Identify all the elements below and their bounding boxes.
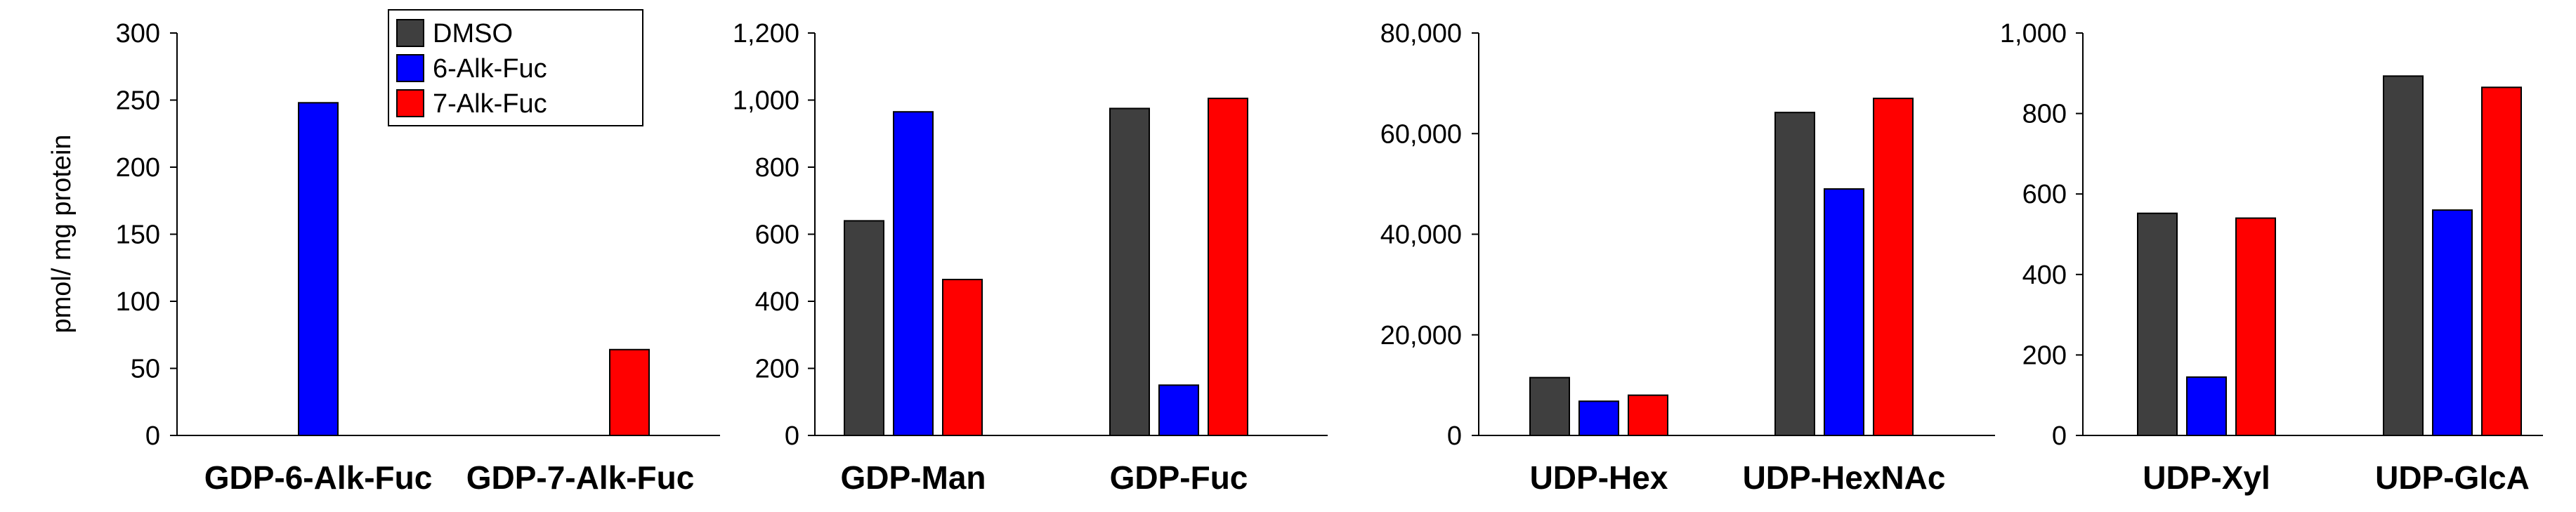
bar-6-alk-fuc-gdp-man [893, 111, 934, 436]
y-tick-label: 600 [2022, 180, 2067, 209]
bar-7-alk-fuc-gdp-fuc [1208, 98, 1248, 437]
legend-swatch-dmso [396, 19, 424, 47]
category-label: UDP-Xyl [2143, 459, 2270, 496]
category-label: GDP-6-Alk-Fuc [204, 459, 433, 496]
chart-panel-4: 0 200 400 600 800 1,000 UDP-Xyl UDP-GlcA [2000, 19, 2543, 496]
bar-7-alk-fuc-udp-glca [2481, 86, 2522, 436]
y-tick-label: 800 [755, 153, 799, 183]
legend-label: DMSO [433, 19, 513, 48]
legend-label: 7-Alk-Fuc [433, 89, 547, 119]
legend-box [388, 9, 643, 126]
y-tick-label: 400 [755, 287, 799, 317]
legend-swatch-7-alk-fuc [396, 89, 424, 117]
bar-6-alk-fuc-udp-xyl [2186, 376, 2227, 436]
bar-7-alk-fuc-udp-xyl [2235, 217, 2276, 436]
y-tick-label: 150 [116, 221, 160, 250]
bar-6-alk-fuc-udp-glca [2432, 209, 2473, 436]
bar-6-alk-fuc-udp-hex [1578, 400, 1619, 436]
y-tick-label: 60,000 [1380, 119, 1462, 149]
bar-dmso-gdp-man [844, 220, 884, 436]
y-tick-label: 800 [2022, 100, 2067, 129]
bar-dmso-udp-hexnac [1774, 112, 1815, 436]
y-tick-label: 0 [145, 421, 160, 451]
y-tick-label: 0 [785, 421, 799, 451]
y-axis-label: pmol/ mg protein [47, 134, 77, 333]
y-tick-label: 1,000 [733, 86, 799, 116]
bar-dmso-udp-hex [1529, 376, 1570, 436]
y-tick-label: 600 [755, 221, 799, 250]
bar-6-alk-fuc-gdp-6-alk-fuc [298, 102, 339, 436]
bar-dmso-udp-glca [2383, 75, 2424, 436]
category-label: GDP-Man [841, 459, 986, 496]
bar-6-alk-fuc-gdp-fuc [1158, 384, 1199, 436]
category-label: UDP-HexNAc [1743, 459, 1946, 496]
category-label: UDP-Hex [1530, 459, 1668, 496]
chart-panel-2: 0 200 400 600 800 1,000 1,200 GDP-Man GDP-Fuc [733, 19, 1328, 496]
y-tick-label: 250 [116, 86, 160, 116]
y-tick-label: 1,000 [2000, 19, 2067, 48]
y-tick-label: 50 [131, 355, 160, 384]
y-tick-label: 0 [2052, 421, 2067, 451]
y-tick-label: 1,200 [733, 19, 799, 48]
chart-panel-3: 0 20,000 40,000 60,000 80,000 UDP-Hex UDP-HexN… [1380, 19, 1995, 496]
legend-label: 6-Alk-Fuc [433, 54, 547, 84]
bar-7-alk-fuc-gdp-man [942, 278, 983, 436]
bar-7-alk-fuc-udp-hexnac [1873, 98, 1914, 437]
bar-7-alk-fuc-udp-hex [1628, 394, 1668, 437]
y-tick-label: 20,000 [1380, 321, 1462, 350]
bar-6-alk-fuc-udp-hexnac [1824, 188, 1864, 436]
y-tick-label: 100 [116, 287, 160, 317]
category-label: GDP-Fuc [1110, 459, 1248, 496]
chart-panel-1: 0 50 100 150 200 250 300 GDP-6-Alk-Fuc GDP-7-Alk… [47, 19, 720, 496]
y-tick-label: 200 [755, 355, 799, 384]
category-label: GDP-7-Alk-Fuc [466, 459, 695, 496]
bar-dmso-gdp-fuc [1109, 107, 1150, 436]
y-tick-label: 80,000 [1380, 19, 1462, 48]
y-tick-label: 300 [116, 19, 160, 48]
y-tick-label: 400 [2022, 261, 2067, 290]
category-label: UDP-GlcA [2375, 459, 2530, 496]
y-tick-label: 0 [1447, 421, 1462, 451]
bar-dmso-udp-xyl [2137, 212, 2178, 436]
legend: DMSO 6-Alk-Fuc 7-Alk-Fuc [388, 9, 643, 126]
y-tick-label: 40,000 [1380, 221, 1462, 250]
legend-swatch-6-alk-fuc [396, 54, 424, 82]
y-tick-label: 200 [2022, 341, 2067, 370]
y-tick-label: 200 [116, 153, 160, 183]
bar-7-alk-fuc-gdp-7-alk-fuc [609, 348, 650, 437]
